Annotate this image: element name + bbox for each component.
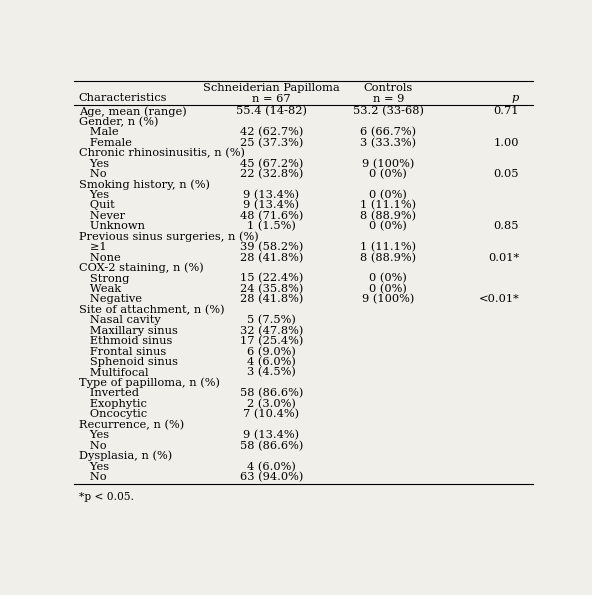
Text: 0 (0%): 0 (0%)	[369, 190, 407, 200]
Text: 63 (94.0%): 63 (94.0%)	[240, 472, 303, 482]
Text: Female: Female	[79, 138, 131, 148]
Text: Quit: Quit	[79, 201, 114, 211]
Text: Yes: Yes	[79, 159, 109, 168]
Text: 1 (11.1%): 1 (11.1%)	[360, 201, 416, 211]
Text: No: No	[79, 169, 106, 179]
Text: Gender, n (%): Gender, n (%)	[79, 117, 158, 127]
Text: <0.01*: <0.01*	[478, 295, 519, 305]
Text: Ethmoid sinus: Ethmoid sinus	[79, 336, 172, 346]
Text: 0.71: 0.71	[494, 107, 519, 117]
Text: 9 (13.4%): 9 (13.4%)	[243, 201, 300, 211]
Text: 45 (67.2%): 45 (67.2%)	[240, 158, 303, 169]
Text: Smoking history, n (%): Smoking history, n (%)	[79, 179, 210, 190]
Text: Characteristics: Characteristics	[79, 93, 167, 103]
Text: 2 (3.0%): 2 (3.0%)	[247, 399, 296, 409]
Text: 25 (37.3%): 25 (37.3%)	[240, 137, 303, 148]
Text: 0.01*: 0.01*	[488, 253, 519, 262]
Text: 9 (13.4%): 9 (13.4%)	[243, 190, 300, 200]
Text: Dysplasia, n (%): Dysplasia, n (%)	[79, 451, 172, 462]
Text: 4 (6.0%): 4 (6.0%)	[247, 357, 296, 367]
Text: Yes: Yes	[79, 430, 109, 440]
Text: 3 (33.3%): 3 (33.3%)	[360, 137, 416, 148]
Text: 9 (100%): 9 (100%)	[362, 295, 414, 305]
Text: 39 (58.2%): 39 (58.2%)	[240, 242, 303, 252]
Text: 4 (6.0%): 4 (6.0%)	[247, 462, 296, 472]
Text: 22 (32.8%): 22 (32.8%)	[240, 169, 303, 179]
Text: 6 (66.7%): 6 (66.7%)	[360, 127, 416, 137]
Text: 53.2 (33-68): 53.2 (33-68)	[353, 107, 424, 117]
Text: Yes: Yes	[79, 190, 109, 200]
Text: 8 (88.9%): 8 (88.9%)	[360, 211, 416, 221]
Text: 9 (100%): 9 (100%)	[362, 158, 414, 169]
Text: 24 (35.8%): 24 (35.8%)	[240, 284, 303, 294]
Text: 28 (41.8%): 28 (41.8%)	[240, 295, 303, 305]
Text: Chronic rhinosinusitis, n (%): Chronic rhinosinusitis, n (%)	[79, 148, 244, 158]
Text: 0 (0%): 0 (0%)	[369, 274, 407, 284]
Text: Controls
n = 9: Controls n = 9	[363, 83, 413, 104]
Text: Type of papilloma, n (%): Type of papilloma, n (%)	[79, 378, 220, 389]
Text: No: No	[79, 441, 106, 450]
Text: Site of attachment, n (%): Site of attachment, n (%)	[79, 305, 224, 315]
Text: None: None	[79, 253, 120, 262]
Text: Male: Male	[79, 127, 118, 137]
Text: 55.4 (14-82): 55.4 (14-82)	[236, 107, 307, 117]
Text: 0 (0%): 0 (0%)	[369, 221, 407, 231]
Text: Multifocal: Multifocal	[79, 368, 148, 378]
Text: 9 (13.4%): 9 (13.4%)	[243, 430, 300, 440]
Text: 0 (0%): 0 (0%)	[369, 284, 407, 294]
Text: Inverted: Inverted	[79, 389, 139, 399]
Text: Weak: Weak	[79, 284, 121, 294]
Text: ≥1: ≥1	[79, 242, 106, 252]
Text: 58 (86.6%): 58 (86.6%)	[240, 389, 303, 399]
Text: 15 (22.4%): 15 (22.4%)	[240, 274, 303, 284]
Text: Nasal cavity: Nasal cavity	[79, 315, 160, 325]
Text: COX-2 staining, n (%): COX-2 staining, n (%)	[79, 263, 203, 274]
Text: Maxillary sinus: Maxillary sinus	[79, 326, 178, 336]
Text: Recurrence, n (%): Recurrence, n (%)	[79, 419, 184, 430]
Text: 8 (88.9%): 8 (88.9%)	[360, 252, 416, 263]
Text: Exophytic: Exophytic	[79, 399, 146, 409]
Text: 3 (4.5%): 3 (4.5%)	[247, 368, 296, 378]
Text: 6 (9.0%): 6 (9.0%)	[247, 346, 296, 357]
Text: 17 (25.4%): 17 (25.4%)	[240, 336, 303, 346]
Text: 48 (71.6%): 48 (71.6%)	[240, 211, 303, 221]
Text: 42 (62.7%): 42 (62.7%)	[240, 127, 303, 137]
Text: Never: Never	[79, 211, 125, 221]
Text: Previous sinus surgeries, n (%): Previous sinus surgeries, n (%)	[79, 231, 258, 242]
Text: Strong: Strong	[79, 274, 129, 284]
Text: p: p	[512, 93, 519, 103]
Text: Unknown: Unknown	[79, 221, 144, 231]
Text: 58 (86.6%): 58 (86.6%)	[240, 440, 303, 451]
Text: Age, mean (range): Age, mean (range)	[79, 106, 186, 117]
Text: *p < 0.05.: *p < 0.05.	[79, 492, 134, 502]
Text: Oncocytic: Oncocytic	[79, 409, 147, 419]
Text: 1.00: 1.00	[494, 138, 519, 148]
Text: 0.85: 0.85	[494, 221, 519, 231]
Text: Schneiderian Papilloma
n = 67: Schneiderian Papilloma n = 67	[203, 83, 340, 104]
Text: 0 (0%): 0 (0%)	[369, 169, 407, 179]
Text: 32 (47.8%): 32 (47.8%)	[240, 325, 303, 336]
Text: Frontal sinus: Frontal sinus	[79, 347, 166, 356]
Text: 5 (7.5%): 5 (7.5%)	[247, 315, 296, 325]
Text: 1 (11.1%): 1 (11.1%)	[360, 242, 416, 252]
Text: No: No	[79, 472, 106, 482]
Text: Negative: Negative	[79, 295, 141, 305]
Text: 0.05: 0.05	[494, 169, 519, 179]
Text: 7 (10.4%): 7 (10.4%)	[243, 409, 300, 419]
Text: Yes: Yes	[79, 462, 109, 472]
Text: Sphenoid sinus: Sphenoid sinus	[79, 357, 178, 367]
Text: 1 (1.5%): 1 (1.5%)	[247, 221, 296, 231]
Text: 28 (41.8%): 28 (41.8%)	[240, 252, 303, 263]
